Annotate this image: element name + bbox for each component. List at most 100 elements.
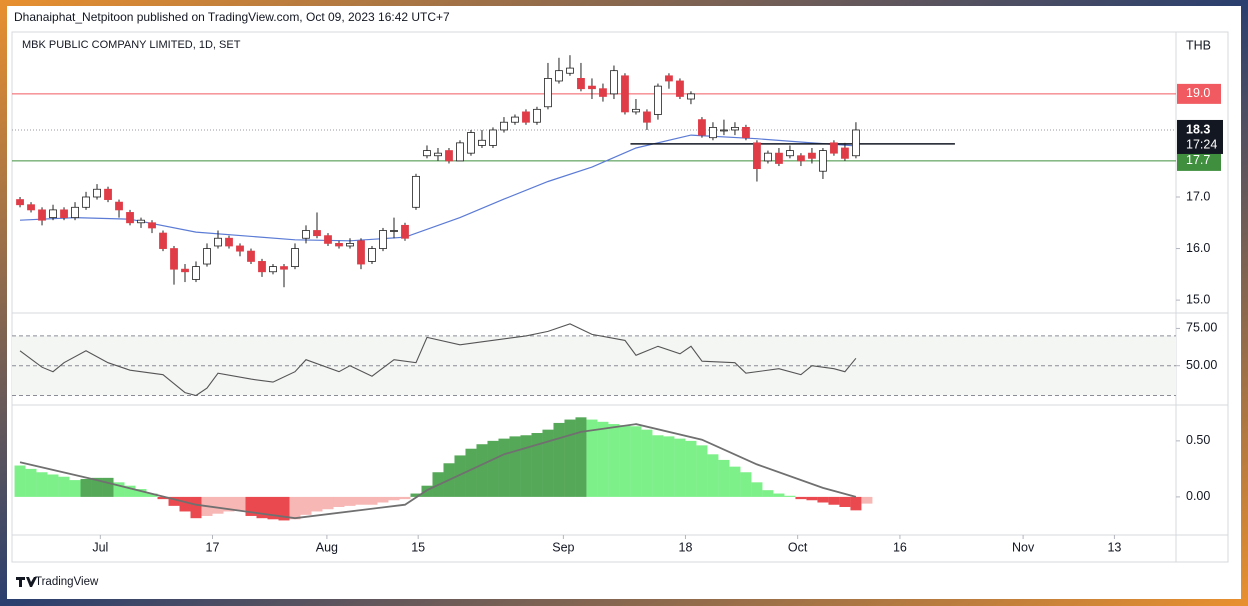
candle-body — [38, 209, 46, 221]
candle-body — [335, 242, 343, 247]
histogram-bar — [124, 485, 136, 497]
x-tick-label: 18 — [679, 540, 693, 554]
candle-body — [104, 188, 112, 200]
candle-body — [148, 222, 156, 229]
histogram-bar — [795, 496, 807, 500]
histogram-bar — [784, 495, 796, 497]
histogram-bar — [663, 436, 675, 497]
histogram-bar — [113, 482, 125, 497]
histogram-bar — [14, 465, 26, 497]
histogram-bar — [58, 476, 70, 497]
histogram-bar — [498, 438, 510, 497]
histogram-bar — [542, 429, 554, 497]
candle-body — [115, 201, 123, 211]
histogram-bar — [399, 496, 411, 500]
histogram-bar — [355, 496, 367, 505]
chart-title: MBK PUBLIC COMPANY LIMITED, 1D, SET — [22, 39, 241, 51]
y-tick-label: 75.00 — [1186, 321, 1217, 335]
pane-frame — [11, 31, 1229, 563]
candle-body — [302, 230, 310, 239]
histogram-bar — [553, 422, 565, 497]
candle-body — [808, 152, 816, 159]
candle-body — [555, 70, 563, 82]
candle-body — [852, 129, 860, 157]
histogram-bar — [212, 496, 224, 514]
candle-body — [192, 266, 200, 280]
histogram-bar — [564, 419, 576, 497]
candle-body — [126, 212, 134, 224]
candle-body — [841, 147, 849, 159]
histogram-bar — [311, 496, 323, 512]
candle-body — [93, 188, 101, 198]
y-tick-label: 17.0 — [1186, 189, 1210, 203]
histogram-bar — [146, 493, 158, 497]
countdown: 17:24 — [1186, 137, 1217, 151]
candle-body — [49, 209, 57, 219]
price-label-box — [1177, 83, 1221, 104]
histogram-bar — [509, 436, 521, 497]
y-tick-label: 50.00 — [1186, 358, 1217, 372]
candle-body — [159, 232, 167, 249]
histogram-bar — [839, 496, 851, 507]
x-tick-label: 15 — [411, 540, 425, 554]
candle-body — [621, 75, 629, 113]
logo — [16, 577, 37, 587]
candle-body — [258, 261, 266, 273]
candle-body — [203, 248, 211, 265]
histogram-bar — [740, 472, 752, 497]
histogram-bar — [619, 425, 631, 497]
histogram-bar — [718, 459, 730, 497]
histogram-bar — [36, 472, 48, 497]
candle-body — [720, 129, 728, 132]
histogram-bar — [278, 496, 290, 521]
candle-body — [467, 132, 475, 154]
currency: THB — [1186, 38, 1211, 52]
histogram-bar — [575, 417, 587, 497]
histogram-bar — [223, 496, 235, 512]
histogram-bar — [388, 496, 400, 501]
histogram-bar — [190, 496, 202, 519]
candle-body — [247, 250, 255, 262]
candle-body — [456, 142, 464, 162]
candle-body — [236, 245, 244, 252]
histogram-bar — [179, 496, 191, 512]
histogram-bar — [674, 438, 686, 497]
y-tick-label: 15.0 — [1186, 292, 1210, 306]
candle-body — [830, 142, 838, 154]
histogram-bar — [751, 482, 763, 497]
last-price-box — [1177, 119, 1223, 154]
candle-body — [544, 78, 552, 108]
candle-body — [434, 152, 442, 157]
histogram-bar — [685, 440, 697, 497]
histogram-bar — [531, 433, 543, 497]
last-price-label: 18.3 — [1186, 122, 1210, 136]
histogram-bar — [157, 496, 169, 500]
histogram-bar — [256, 496, 268, 519]
histogram-bar — [366, 496, 378, 505]
candle-body — [16, 199, 24, 206]
x-tick-label: Jul — [92, 540, 108, 554]
candle-body — [71, 206, 79, 219]
price-label: 17.7 — [1186, 153, 1210, 167]
candle-body — [346, 242, 354, 247]
histogram-bar — [850, 496, 862, 511]
histogram-bar — [454, 455, 466, 497]
y-tick-label: 0.50 — [1186, 433, 1210, 447]
histogram-bar — [377, 496, 389, 503]
x-tick-label: Oct — [788, 540, 808, 554]
x-tick-label: 17 — [206, 540, 220, 554]
candle-body — [357, 240, 365, 265]
x-tick-label: 16 — [893, 540, 907, 554]
histogram-bar — [861, 496, 873, 504]
histogram-bar — [25, 468, 37, 497]
candle-body — [511, 116, 519, 123]
candle-body — [313, 230, 321, 237]
histogram-bar — [47, 474, 59, 497]
price-label-box — [1177, 150, 1221, 171]
candle-body — [445, 150, 453, 162]
candle-body — [610, 70, 618, 95]
histogram-bar — [773, 493, 785, 497]
candle-body — [412, 175, 420, 208]
histogram-bar — [168, 496, 180, 506]
candle-body — [225, 237, 233, 247]
